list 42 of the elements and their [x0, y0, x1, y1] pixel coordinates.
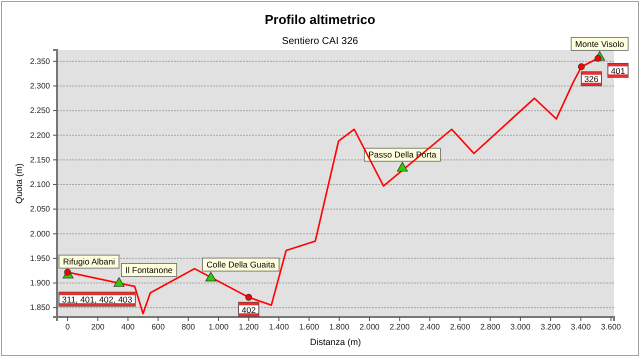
y-tick-label: 2.050 — [30, 204, 51, 214]
x-tick-label: 2.200 — [390, 322, 410, 332]
chart-title: Profilo altimetrico — [264, 12, 376, 27]
annotation: 311, 401, 402, 403 — [62, 294, 133, 305]
annotation: Rifugio Albani — [63, 256, 116, 267]
x-tick-label: 3.200 — [540, 322, 562, 332]
chart-subtitle: Sentiero CAI 326 — [282, 36, 359, 47]
x-tick-label: 600 — [151, 322, 166, 332]
y-tick-label: 2.000 — [30, 229, 51, 238]
x-tick-label: 0 — [65, 322, 70, 332]
x-tick-label: 1.000 — [208, 322, 230, 332]
y-tick-label: 1.850 — [30, 303, 51, 312]
x-tick-label: 3.000 — [510, 322, 531, 332]
x-tick-label: 2.400 — [420, 322, 440, 332]
x-axis-title: Distanza (m) — [310, 337, 362, 347]
x-tick-label: 200 — [91, 322, 105, 332]
x-tick-label: 3.400 — [570, 322, 592, 332]
x-tick-label: 1.400 — [268, 322, 290, 332]
y-axis-title: Quota (m) — [14, 163, 24, 204]
y-tick-label: 2.150 — [30, 155, 51, 164]
x-tick-label: 1.200 — [238, 322, 260, 332]
annotation: 402 — [242, 304, 256, 315]
x-tick-label: 1.800 — [329, 322, 350, 332]
x-tick-label: 2.600 — [450, 322, 471, 332]
annotation: Colle Della Guaita — [206, 260, 276, 270]
y-tick-label: 2.300 — [30, 82, 51, 91]
annotation: 326 — [584, 74, 599, 84]
x-tick-label: 2.800 — [480, 322, 501, 332]
x-tick-label: 800 — [182, 322, 196, 332]
y-tick-label: 2.350 — [30, 56, 51, 66]
annotation: Monte Visolo — [575, 38, 624, 49]
y-tick-label: 1.950 — [30, 254, 51, 263]
x-tick-label: 3.600 — [600, 322, 622, 332]
y-tick-label: 2.100 — [30, 180, 51, 190]
y-tick-label: 1.900 — [30, 278, 51, 288]
y-tick-label: 2.250 — [30, 106, 51, 116]
x-tick-label: 1.600 — [299, 322, 320, 332]
x-tick-label: 2.000 — [359, 322, 380, 332]
x-tick-label: 400 — [121, 322, 136, 332]
y-tick-label: 2.200 — [30, 130, 51, 140]
annotation: Il Fontanone — [125, 265, 173, 275]
annotation: 401 — [610, 66, 626, 76]
